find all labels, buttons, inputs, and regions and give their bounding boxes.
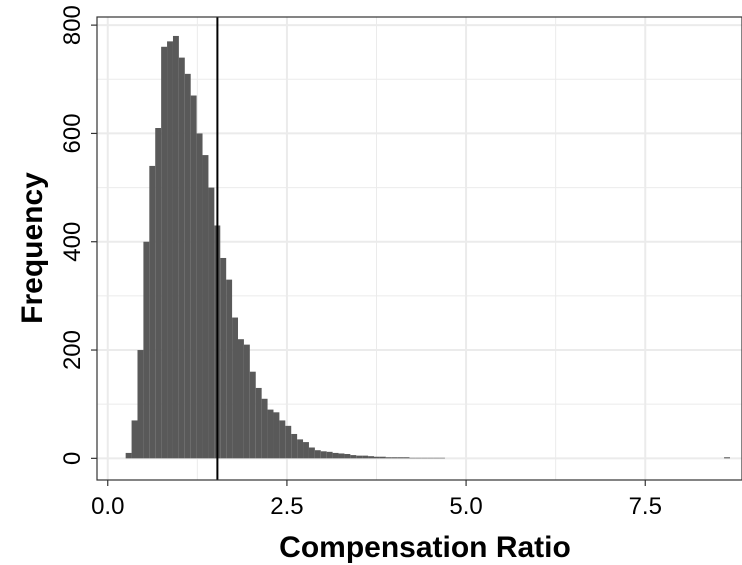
- y-tick-label: 800: [59, 5, 86, 45]
- x-tick-label: 2.5: [270, 493, 303, 520]
- histogram-bar: [131, 420, 138, 459]
- histogram-bar: [291, 433, 298, 459]
- histogram-bar: [338, 453, 345, 459]
- histogram-bar: [202, 155, 209, 459]
- histogram-bar: [172, 35, 179, 459]
- histogram-bar: [196, 133, 203, 459]
- histogram-bar: [415, 457, 422, 459]
- histogram-bar: [190, 95, 197, 459]
- histogram-bar: [379, 456, 386, 459]
- x-tick-label: 0.0: [91, 493, 124, 520]
- histogram-bar: [326, 451, 333, 459]
- histogram-bar: [161, 46, 168, 459]
- histogram-bar: [149, 165, 156, 459]
- histogram-bar: [125, 452, 132, 459]
- histogram-bar: [184, 73, 191, 459]
- x-tick-label: 7.5: [629, 493, 662, 520]
- histogram-bar: [314, 450, 321, 459]
- histogram-bar: [439, 457, 445, 459]
- histogram-bar: [368, 456, 374, 459]
- histogram-bar: [155, 128, 162, 459]
- x-axis-title: Compensation Ratio: [279, 531, 571, 564]
- x-axis-ticks: 0.0 2.5 5.0 7.5: [91, 480, 662, 520]
- histogram-bar: [238, 339, 244, 459]
- histogram-bar: [332, 452, 339, 459]
- histogram-bar: [232, 317, 239, 459]
- histogram-bar: [255, 387, 262, 459]
- histogram-bar: [226, 279, 233, 459]
- histogram-bar: [373, 456, 380, 459]
- histogram-bar: [261, 398, 268, 459]
- histogram-bar: [421, 457, 428, 459]
- histogram-bar: [167, 41, 173, 459]
- histogram-bar: [433, 457, 440, 459]
- histogram-bar: [279, 420, 286, 459]
- histogram-bar: [403, 457, 410, 459]
- y-tick-label: 600: [59, 113, 86, 153]
- x-tick-label: 5.0: [449, 493, 482, 520]
- histogram-bar: [397, 457, 404, 459]
- histogram-bar: [273, 412, 280, 459]
- histogram-bar: [356, 455, 363, 459]
- histogram-bar: [427, 457, 434, 459]
- histogram-bar: [208, 187, 215, 459]
- histogram-bar: [178, 57, 185, 459]
- y-axis-title: Frequency: [16, 172, 49, 324]
- histogram-bar: [267, 409, 274, 459]
- histogram-bar: [297, 439, 304, 459]
- histogram-bar: [143, 241, 150, 459]
- histogram-bar: [344, 454, 351, 459]
- histogram-bar: [385, 457, 392, 459]
- histogram-bar: [220, 257, 227, 459]
- y-tick-label: 200: [59, 330, 86, 370]
- histogram-bar: [320, 451, 327, 459]
- y-tick-label: 400: [59, 222, 86, 262]
- plot-panel-border: [96, 16, 742, 481]
- histogram-bars: [125, 35, 730, 459]
- histogram-bar: [137, 350, 144, 459]
- histogram-bar: [303, 442, 309, 459]
- histogram-bar: [308, 447, 315, 459]
- histogram-bar: [249, 371, 256, 459]
- histogram-bar: [724, 457, 730, 459]
- histogram-bar: [243, 344, 250, 459]
- histogram-bar: [285, 425, 292, 459]
- histogram-bar: [350, 455, 357, 459]
- y-axis-ticks: 0 200 400 600 800: [59, 5, 97, 465]
- histogram-bar: [409, 457, 416, 459]
- y-tick-label: 0: [59, 452, 86, 465]
- histogram-bar: [362, 455, 369, 459]
- histogram-bar: [391, 457, 398, 459]
